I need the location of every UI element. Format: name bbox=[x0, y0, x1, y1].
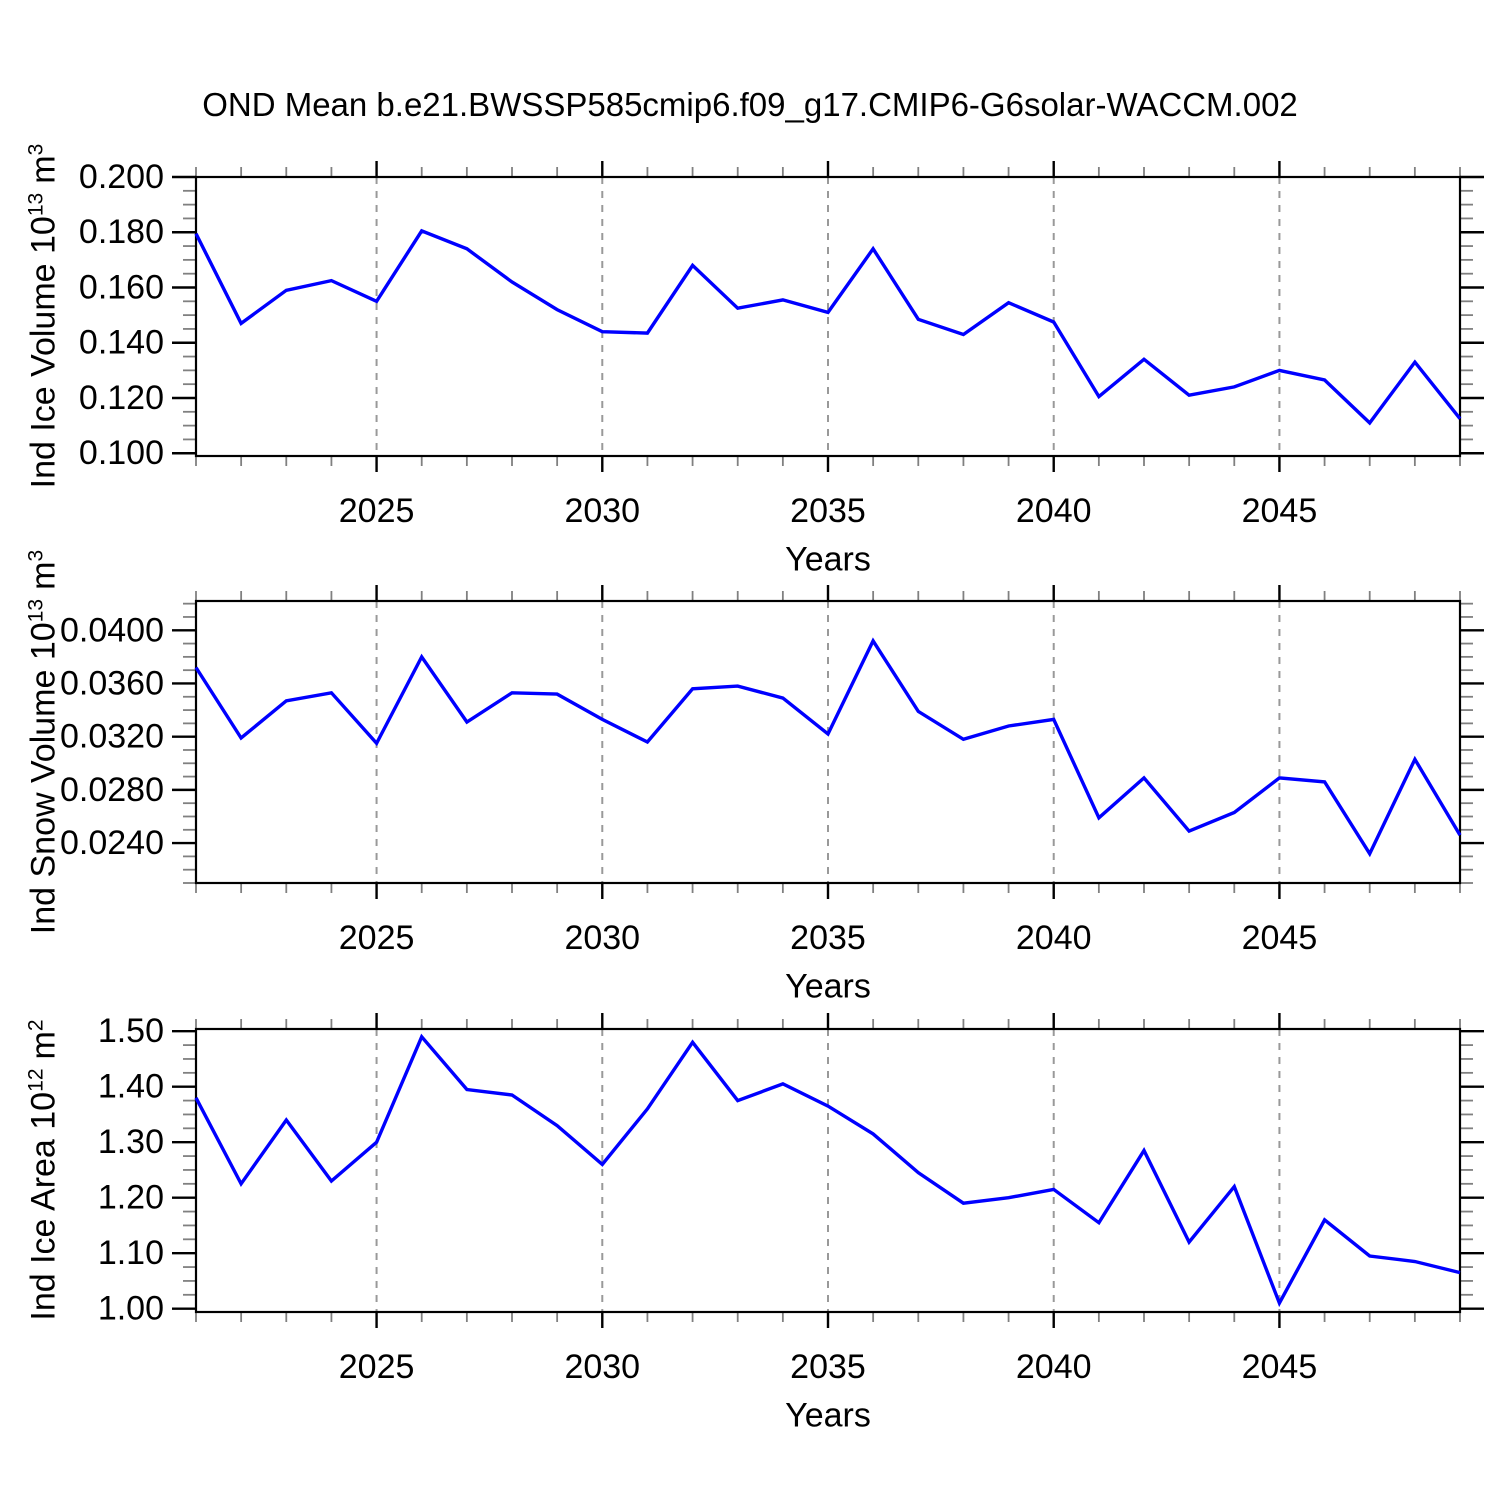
x-tick-label: 2040 bbox=[1016, 1348, 1092, 1386]
y-tick-label: 0.200 bbox=[79, 158, 164, 196]
y-tick-label: 0.160 bbox=[79, 268, 164, 306]
x-tick-label: 2025 bbox=[339, 1348, 415, 1386]
y-axis-label-snow-volume: Ind Snow Volume 1013 m3 bbox=[24, 550, 63, 934]
data-line-ind-ice-volume bbox=[194, 228, 1462, 426]
x-tick-label: 2025 bbox=[339, 492, 415, 530]
chart-title: OND Mean b.e21.BWSSP585cmip6.f09_g17.CMI… bbox=[202, 86, 1298, 123]
y-tick-label: 1.10 bbox=[98, 1234, 164, 1272]
y-axis-label-exponent: 13 bbox=[24, 598, 48, 623]
y-tick-label: 1.20 bbox=[98, 1179, 164, 1217]
y-axis-label-unit-exponent: 3 bbox=[24, 143, 48, 156]
x-axis-label: Years bbox=[785, 540, 871, 579]
y-tick-label: 0.0320 bbox=[60, 718, 164, 756]
y-axis-label-unit: m bbox=[24, 155, 63, 184]
y-tick-label: 0.0240 bbox=[60, 824, 164, 862]
y-tick-label: 1.50 bbox=[98, 1012, 164, 1050]
x-tick-label: 2030 bbox=[564, 919, 640, 957]
y-axis-label-unit: m bbox=[24, 561, 63, 590]
y-axis-label-exponent: 13 bbox=[24, 192, 48, 217]
y-axis-label-ice-area: Ind Ice Area 1012 m2 bbox=[24, 1019, 63, 1320]
y-axis-label-text: Ind Ice Volume 10 bbox=[24, 216, 63, 489]
y-tick-label: 0.100 bbox=[79, 434, 164, 472]
y-tick-label: 0.0400 bbox=[60, 611, 164, 649]
x-tick-label: 2045 bbox=[1242, 1348, 1318, 1386]
x-tick-label: 2045 bbox=[1242, 492, 1318, 530]
y-tick-label: 0.0360 bbox=[60, 664, 164, 702]
y-axis-label-unit-exponent: 2 bbox=[24, 1019, 48, 1032]
y-axis-label-ice-volume: Ind Ice Volume 1013 m3 bbox=[24, 144, 63, 489]
data-line-ind-snow-volume bbox=[194, 637, 1462, 858]
x-tick-label: 2040 bbox=[1016, 919, 1092, 957]
y-axis-label-text: Ind Snow Volume 10 bbox=[24, 622, 63, 935]
x-tick-label: 2045 bbox=[1242, 919, 1318, 957]
x-tick-label: 2030 bbox=[564, 1348, 640, 1386]
data-line-ind-ice-area bbox=[194, 1033, 1461, 1308]
y-tick-label: 1.30 bbox=[98, 1123, 164, 1161]
plot-frame bbox=[194, 1027, 1462, 1314]
x-axis-label: Years bbox=[785, 1396, 871, 1435]
x-axis-label: Years bbox=[785, 967, 871, 1006]
y-tick-label: 1.40 bbox=[98, 1068, 164, 1106]
y-axis-label-unit: m bbox=[24, 1031, 63, 1060]
x-tick-label: 2035 bbox=[790, 1348, 866, 1386]
y-tick-label: 0.180 bbox=[79, 213, 164, 251]
y-tick-label: 0.120 bbox=[79, 379, 164, 417]
x-tick-label: 2030 bbox=[564, 492, 640, 530]
y-tick-label: 1.00 bbox=[98, 1290, 164, 1328]
y-axis-label-exponent: 12 bbox=[24, 1068, 48, 1092]
x-tick-label: 2025 bbox=[339, 919, 415, 957]
plot-frame bbox=[194, 599, 1462, 885]
plot-frame bbox=[194, 175, 1462, 458]
y-axis-label-unit-exponent: 3 bbox=[24, 549, 48, 562]
x-tick-label: 2035 bbox=[790, 492, 866, 530]
x-tick-label: 2035 bbox=[790, 919, 866, 957]
y-tick-label: 0.140 bbox=[79, 324, 164, 362]
y-tick-label: 0.0280 bbox=[60, 771, 164, 809]
y-axis-label-text: Ind Ice Area 10 bbox=[24, 1091, 63, 1321]
x-tick-label: 2040 bbox=[1016, 492, 1092, 530]
